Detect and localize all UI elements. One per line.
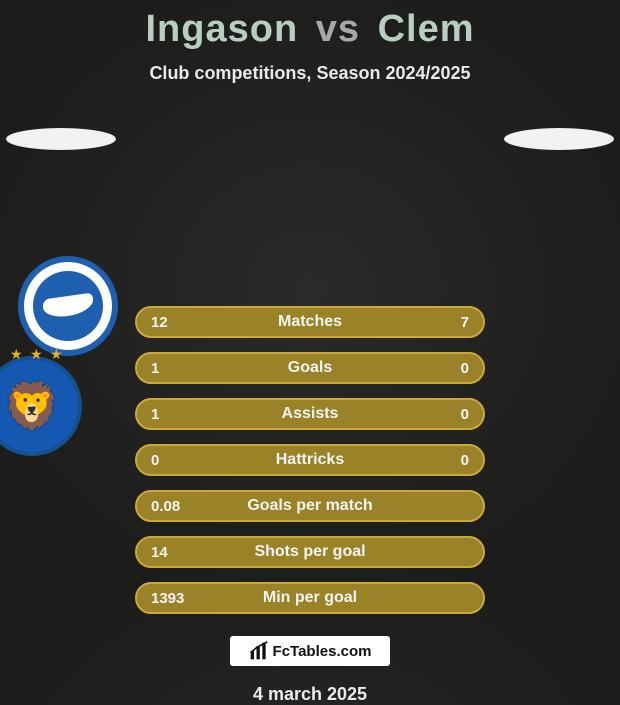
lion-icon: 🦁 <box>3 379 60 434</box>
stat-left-value: 12 <box>151 314 211 331</box>
player2-name: Clem <box>378 8 475 50</box>
stat-row: 14Shots per goal <box>135 536 485 568</box>
club-badge-left-wave-icon <box>43 292 93 319</box>
stat-right-value: 7 <box>409 314 469 331</box>
player2-silhouette <box>504 128 614 150</box>
stat-right-value: 0 <box>409 406 469 423</box>
bars-icon <box>249 641 269 661</box>
player1-name: Ingason <box>145 8 298 50</box>
stat-row: 0Hattricks0 <box>135 444 485 476</box>
brand-badge: FcTables.com <box>230 636 390 666</box>
stat-label: Matches <box>211 313 409 331</box>
stat-row: 0.08Goals per match <box>135 490 485 522</box>
stat-right-value: 0 <box>409 360 469 377</box>
stat-row: 12Matches7 <box>135 306 485 338</box>
comparison-title: Ingason vs Clem <box>0 0 620 51</box>
star-icon: ★ <box>50 346 63 363</box>
club-badge-left <box>18 256 118 356</box>
stat-label: Goals per match <box>211 497 409 515</box>
player1-silhouette <box>6 128 116 150</box>
subtitle-text: Club competitions, Season 2024/2025 <box>0 63 620 84</box>
star-icon: ★ <box>30 346 43 363</box>
brand-text: FcTables.com <box>273 643 372 660</box>
stat-right-value: 0 <box>409 452 469 469</box>
stat-left-value: 0.08 <box>151 498 211 515</box>
stat-left-value: 1 <box>151 406 211 423</box>
stat-left-value: 1393 <box>151 590 211 607</box>
stat-label: Hattricks <box>211 451 409 469</box>
stat-label: Shots per goal <box>211 543 409 561</box>
stats-container: 12Matches71Goals01Assists00Hattricks00.0… <box>0 306 620 614</box>
date-text: 4 march 2025 <box>0 684 620 705</box>
club-badge-left-inner <box>33 271 103 341</box>
stat-left-value: 1 <box>151 360 211 377</box>
vs-text: vs <box>316 8 360 50</box>
stat-label: Min per goal <box>211 589 409 607</box>
star-icon: ★ <box>10 346 23 363</box>
stat-row: 1Assists0 <box>135 398 485 430</box>
stat-label: Goals <box>211 359 409 377</box>
stat-left-value: 14 <box>151 544 211 561</box>
stat-row: 1393Min per goal <box>135 582 485 614</box>
stat-row: 1Goals0 <box>135 352 485 384</box>
stat-left-value: 0 <box>151 452 211 469</box>
stat-label: Assists <box>211 405 409 423</box>
